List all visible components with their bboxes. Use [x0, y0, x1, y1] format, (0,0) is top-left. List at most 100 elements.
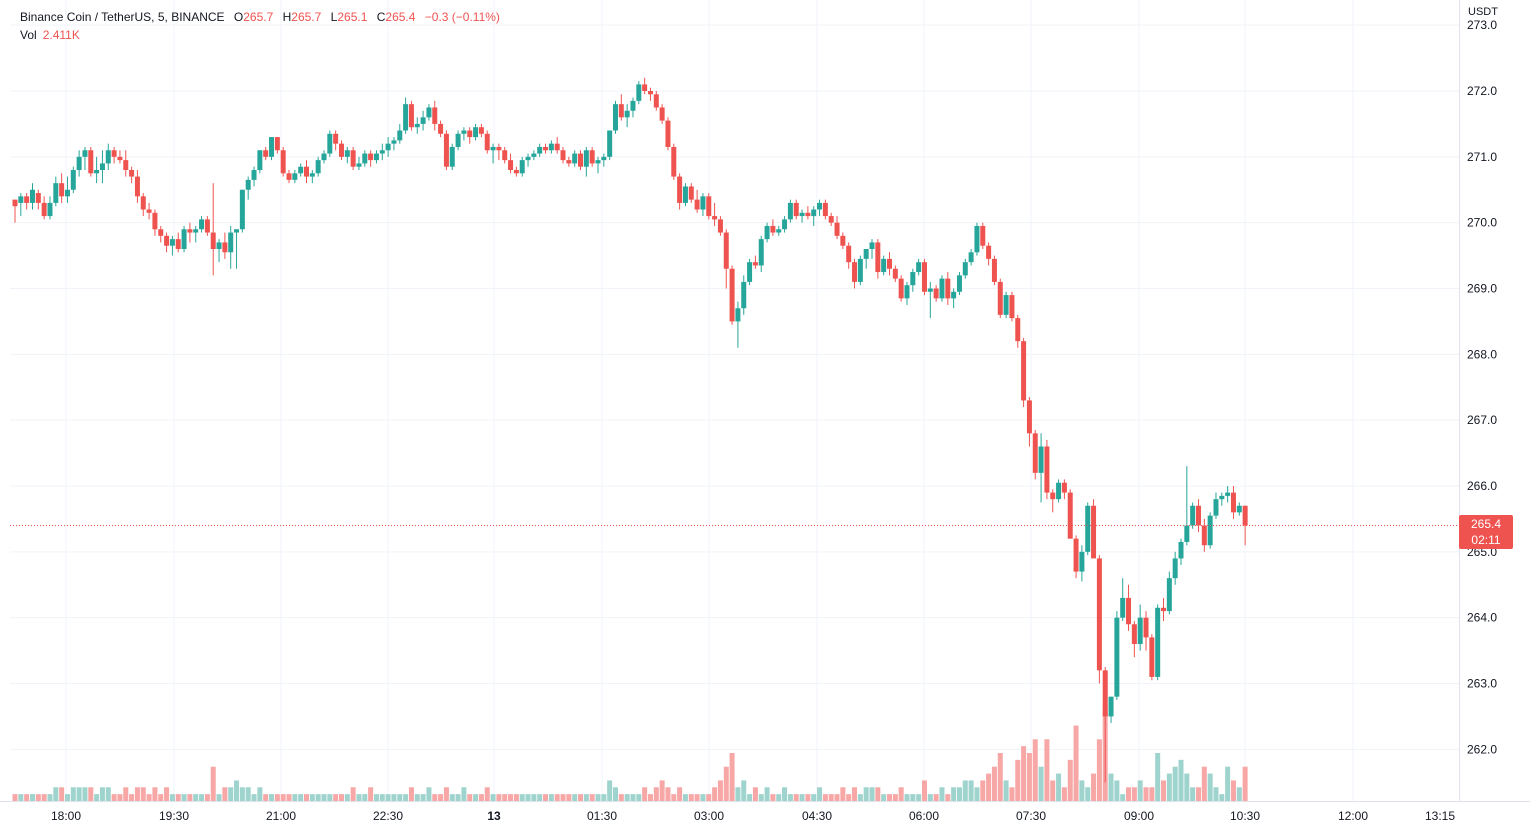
candle-body — [537, 146, 543, 154]
time-tick-label: 21:00 — [266, 809, 296, 823]
candle-body — [1079, 551, 1085, 572]
volume-bar — [927, 794, 933, 801]
currency-label[interactable]: USDT — [1468, 6, 1498, 18]
volume-bar — [991, 766, 997, 801]
volume-bar — [309, 794, 315, 801]
volume-bar — [1219, 794, 1225, 801]
candle-body — [123, 160, 129, 170]
volume-bar — [99, 787, 105, 801]
candle-body — [1003, 295, 1009, 315]
candle-body — [572, 153, 578, 164]
volume-bar — [589, 794, 595, 801]
volume-bar — [362, 794, 368, 801]
price-tick-label: 267.0 — [1467, 413, 1497, 427]
volume-bar — [653, 787, 659, 801]
candle-body — [449, 146, 455, 167]
candle-body — [193, 229, 199, 233]
volume-bar — [245, 787, 251, 801]
volume-bar — [1184, 773, 1190, 801]
candle-body — [467, 130, 473, 138]
candle-body — [817, 202, 823, 210]
volume-bar — [286, 794, 292, 801]
volume-bar — [799, 794, 805, 801]
candle-body — [1207, 515, 1213, 546]
volume-bar — [204, 794, 210, 801]
volume-bar — [531, 794, 537, 801]
candle-body — [857, 258, 863, 282]
candle-body — [391, 140, 397, 144]
candle-body — [1195, 505, 1201, 526]
candle-body — [117, 156, 123, 161]
volume-bar — [222, 787, 228, 801]
candle-body — [269, 137, 275, 157]
volume-bar — [146, 794, 152, 801]
volume-bar — [1085, 787, 1091, 801]
volume-bar — [228, 787, 234, 801]
volume-bar — [729, 753, 735, 801]
candle-body — [910, 272, 916, 286]
time-tick-label: 10:30 — [1230, 809, 1260, 823]
volume-bar — [449, 794, 455, 801]
volume-bar — [828, 794, 834, 801]
volume-bar — [24, 794, 30, 801]
candle-body — [508, 160, 514, 170]
volume-bar — [76, 787, 82, 801]
candle-body — [1067, 492, 1073, 539]
volume-bar — [1178, 759, 1184, 801]
candle-body — [304, 166, 309, 177]
candle-body — [397, 130, 403, 141]
volume-bar — [181, 794, 187, 801]
volume-bar — [216, 794, 222, 801]
time-scale[interactable] — [0, 801, 1530, 831]
volume-bar — [817, 787, 823, 801]
volume-bar — [304, 794, 309, 801]
candle-body — [793, 202, 799, 217]
time-tick-label: 01:30 — [587, 809, 617, 823]
candle-body — [659, 107, 665, 121]
volume-bar — [455, 794, 461, 801]
volume-bar — [368, 787, 374, 801]
candle-body — [12, 199, 18, 207]
candle-body — [338, 143, 344, 157]
close-value: 265.4 — [385, 10, 416, 24]
volume-bar — [1096, 739, 1102, 801]
candle-body — [1149, 637, 1155, 677]
candle-body — [548, 143, 554, 151]
open-label: O — [233, 10, 244, 24]
candle-body — [1236, 505, 1242, 513]
candle-body — [741, 281, 747, 309]
candle-body — [1213, 499, 1219, 516]
volume-bar — [863, 787, 869, 801]
low-label: L — [330, 10, 338, 24]
candle-body — [758, 239, 764, 266]
volume-bar — [344, 794, 350, 801]
candle-body — [59, 183, 65, 197]
volume-bar — [572, 794, 578, 801]
volume-bar — [1067, 759, 1073, 801]
time-tick-label: 12:00 — [1338, 809, 1368, 823]
candle-body — [455, 133, 461, 147]
candle-body — [1126, 597, 1132, 625]
volume-bar — [1009, 787, 1015, 801]
candle-body — [199, 219, 205, 230]
volume-label: Vol — [20, 28, 37, 42]
volume-bar — [327, 794, 333, 801]
price-scale[interactable] — [1459, 0, 1530, 831]
volume-bar — [1079, 780, 1085, 801]
candle-body — [752, 262, 758, 266]
candle-body — [461, 130, 467, 134]
candle-body — [1044, 446, 1050, 493]
candle-body — [974, 225, 980, 253]
volume-bar — [350, 787, 356, 801]
candle-body — [723, 232, 729, 269]
candle-body — [1032, 433, 1038, 473]
candle-body — [805, 212, 811, 217]
candle-body — [292, 173, 298, 180]
candle-body — [414, 123, 420, 128]
candle-body — [204, 219, 210, 233]
candle-body — [1061, 482, 1067, 493]
volume-bar — [356, 794, 362, 801]
candle-body — [735, 308, 741, 322]
